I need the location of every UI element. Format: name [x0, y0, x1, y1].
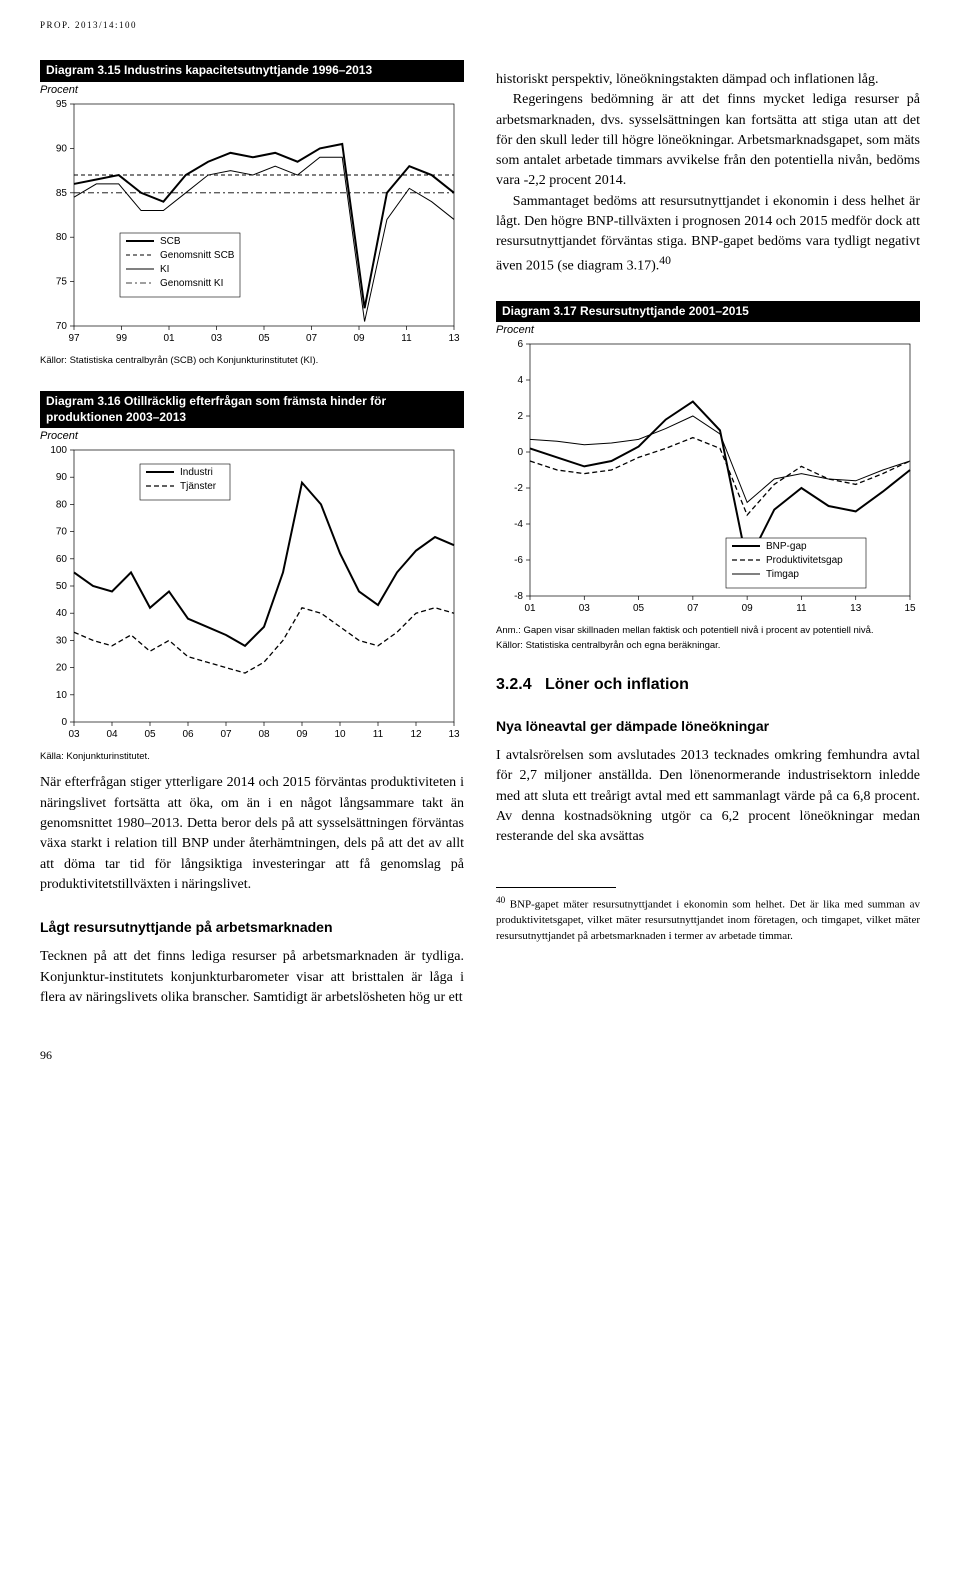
svg-text:06: 06	[182, 729, 194, 740]
svg-text:07: 07	[687, 603, 699, 614]
svg-text:20: 20	[56, 663, 68, 674]
svg-text:01: 01	[524, 603, 536, 614]
svg-text:SCB: SCB	[160, 236, 181, 247]
chart315-title: Diagram 3.15 Industrins kapacitetsutnytt…	[40, 60, 464, 82]
page-header: PROP. 2013/14:100	[40, 20, 920, 30]
svg-text:-8: -8	[514, 591, 523, 602]
svg-text:07: 07	[306, 333, 318, 344]
svg-text:30: 30	[56, 636, 68, 647]
right-h2: 3.2.4 Löner och inflation	[496, 676, 920, 694]
svg-text:80: 80	[56, 500, 68, 511]
svg-text:90: 90	[56, 472, 68, 483]
chart315-unit: Procent	[40, 84, 464, 96]
svg-text:0: 0	[517, 447, 523, 458]
page-number: 96	[40, 1048, 464, 1063]
svg-text:05: 05	[144, 729, 156, 740]
svg-text:05: 05	[633, 603, 645, 614]
svg-text:13: 13	[850, 603, 862, 614]
svg-text:03: 03	[211, 333, 223, 344]
svg-text:03: 03	[579, 603, 591, 614]
footnote-rule	[496, 887, 616, 888]
svg-text:01: 01	[163, 333, 175, 344]
chart315: 70 75 80 85 90 95 97 99 01 03 05 07 09 11 13 SCB Genomsn…	[40, 98, 464, 348]
right-para3: Sammantaget bedöms att resursutnyttjande…	[496, 192, 920, 277]
svg-text:100: 100	[50, 445, 67, 456]
svg-text:Tjänster: Tjänster	[180, 481, 217, 492]
right-column: historiskt perspektiv, löneökningstakten…	[496, 60, 920, 1063]
right-para4: I avtalsrörelsen som avslutades 2013 tec…	[496, 746, 920, 847]
svg-text:99: 99	[116, 333, 128, 344]
svg-text:70: 70	[56, 321, 68, 332]
svg-text:09: 09	[742, 603, 754, 614]
svg-text:12: 12	[410, 729, 422, 740]
chart317-unit: Procent	[496, 324, 920, 336]
svg-text:97: 97	[68, 333, 80, 344]
chart317-anm: Anm.: Gapen visar skillnaden mellan fakt…	[496, 625, 920, 637]
svg-text:KI: KI	[160, 264, 169, 275]
chart317-title: Diagram 3.17 Resursutnyttjande 2001–2015	[496, 301, 920, 323]
svg-text:6: 6	[517, 339, 523, 350]
svg-text:-4: -4	[514, 519, 523, 530]
svg-text:09: 09	[353, 333, 365, 344]
footnote: 40 BNP-gapet mäter resursutnyttjandet i …	[496, 894, 920, 944]
chart317: -8 -6 -4 -2 0 2 4 6 01 03 05 07 09 11 13 15 BNP-gap Produ…	[496, 338, 920, 618]
svg-text:90: 90	[56, 143, 68, 154]
svg-text:Industri: Industri	[180, 467, 213, 478]
svg-text:Timgap: Timgap	[766, 569, 799, 580]
chart316-caption: Källa: Konjunkturinstitutet.	[40, 751, 464, 763]
svg-text:-2: -2	[514, 483, 523, 494]
svg-text:95: 95	[56, 99, 68, 110]
svg-text:11: 11	[373, 729, 384, 740]
svg-text:09: 09	[296, 729, 308, 740]
svg-text:13: 13	[448, 729, 460, 740]
svg-text:11: 11	[796, 603, 807, 614]
chart316-unit: Procent	[40, 430, 464, 442]
svg-text:07: 07	[220, 729, 232, 740]
svg-text:10: 10	[334, 729, 346, 740]
right-para1: historiskt perspektiv, löneökningstakten…	[496, 70, 920, 90]
right-para2: Regeringens bedömning är att det finns m…	[496, 90, 920, 191]
left-para2: Tecknen på att det finns lediga resurser…	[40, 947, 464, 1008]
svg-text:85: 85	[56, 187, 68, 198]
svg-text:13: 13	[448, 333, 460, 344]
svg-text:Genomsnitt SCB: Genomsnitt SCB	[160, 250, 235, 261]
svg-text:11: 11	[401, 333, 412, 344]
svg-text:70: 70	[56, 527, 68, 538]
chart315-caption: Källor: Statistiska centralbyrån (SCB) o…	[40, 355, 464, 367]
svg-text:05: 05	[258, 333, 270, 344]
svg-text:60: 60	[56, 554, 68, 565]
chart316: 0 10 20 30 40 50 60 70 80 90 100 03 04 05 06 07 08 09 10 11…	[40, 444, 464, 744]
left-h3: Lågt resursutnyttjande på arbetsmarknade…	[40, 919, 464, 935]
chart317-caption: Källor: Statistiska centralbyrån och egn…	[496, 640, 920, 652]
svg-text:0: 0	[61, 717, 67, 728]
left-column: Diagram 3.15 Industrins kapacitetsutnytt…	[40, 60, 464, 1063]
svg-text:2: 2	[517, 411, 523, 422]
svg-text:10: 10	[56, 690, 68, 701]
svg-text:80: 80	[56, 232, 68, 243]
svg-text:BNP-gap: BNP-gap	[766, 541, 807, 552]
svg-text:15: 15	[904, 603, 916, 614]
svg-text:40: 40	[56, 608, 68, 619]
svg-text:4: 4	[517, 375, 523, 386]
chart316-title: Diagram 3.16 Otillräcklig efterfrågan so…	[40, 391, 464, 428]
svg-text:08: 08	[258, 729, 270, 740]
right-h3: Nya löneavtal ger dämpade löneökningar	[496, 718, 920, 734]
svg-text:03: 03	[68, 729, 80, 740]
svg-text:Produktivitetsgap: Produktivitetsgap	[766, 555, 843, 566]
left-para1: När efterfrågan stiger ytterligare 2014 …	[40, 773, 464, 895]
svg-text:-6: -6	[514, 555, 523, 566]
svg-text:75: 75	[56, 276, 68, 287]
svg-text:04: 04	[106, 729, 118, 740]
svg-text:50: 50	[56, 581, 68, 592]
svg-text:Genomsnitt KI: Genomsnitt KI	[160, 278, 223, 289]
